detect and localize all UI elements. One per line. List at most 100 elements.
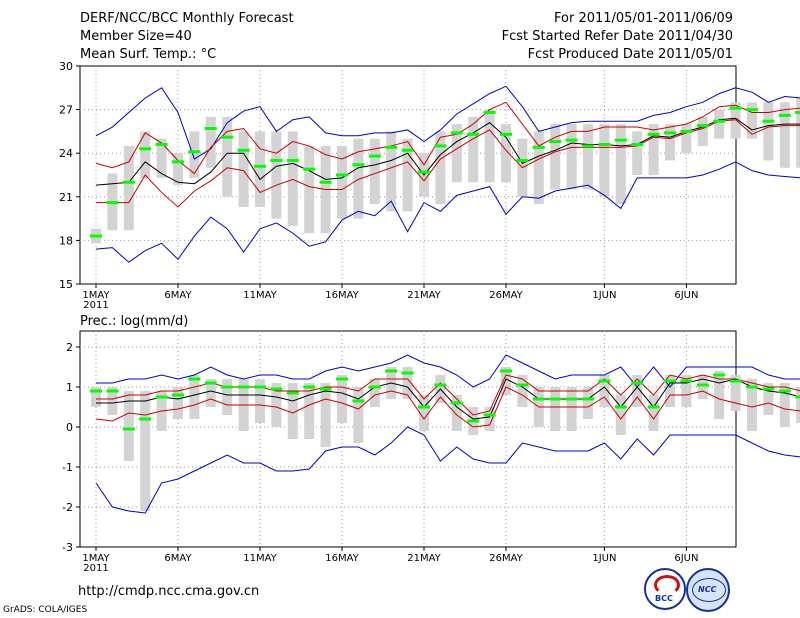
ensemble-box: [222, 116, 233, 197]
ensemble-box: [648, 124, 659, 175]
median-marker: [434, 144, 447, 148]
grads-credit: GrADS: COLA/IGES: [3, 605, 88, 615]
ensemble-box: [205, 116, 216, 168]
median-marker: [549, 140, 562, 144]
ensemble-box: [287, 131, 298, 226]
median-marker: [450, 131, 463, 135]
median-marker: [631, 381, 644, 385]
ensemble-box: [222, 379, 233, 415]
ensemble-box: [484, 109, 495, 183]
prec-title: Prec.: log(mm/d): [80, 314, 188, 329]
x-year-label-temp: 2011: [83, 300, 108, 311]
median-marker: [368, 385, 381, 389]
ensemble-box: [402, 367, 413, 399]
median-marker: [254, 385, 266, 389]
ensemble-box: [353, 138, 364, 219]
median-marker: [155, 395, 168, 399]
y-tick-label-temp: 18: [59, 234, 73, 247]
median-marker: [729, 379, 742, 383]
ensemble-box: [730, 375, 741, 411]
median-marker: [500, 132, 512, 136]
forecast-period: For 2011/05/01-2011/06/09: [554, 11, 733, 26]
ensemble-box: [632, 375, 643, 407]
median-marker: [795, 111, 800, 115]
min-line-temp: [95, 161, 800, 263]
ensemble-box: [419, 395, 429, 431]
median-marker: [795, 395, 800, 399]
ensemble-box: [730, 102, 741, 139]
y-tick-label-prec: -1: [62, 461, 73, 474]
ensemble-box: [271, 383, 282, 427]
median-marker: [582, 397, 594, 401]
median-marker: [286, 391, 299, 395]
ensemble-box: [697, 375, 708, 399]
median-marker: [155, 142, 168, 146]
median-marker: [565, 138, 578, 142]
y-tick-label-temp: 27: [59, 104, 73, 117]
y-tick-label-prec: 2: [66, 341, 73, 354]
x-tick-label-prec: 26MAY: [489, 553, 523, 564]
ensemble-box: [91, 387, 101, 407]
median-marker: [614, 138, 627, 142]
median-marker: [418, 170, 430, 174]
median-marker: [418, 405, 430, 409]
median-marker: [532, 397, 545, 401]
x-tick-label-temp: 11MAY: [243, 290, 277, 301]
median-marker: [762, 119, 775, 123]
median-marker: [204, 126, 217, 130]
ensemble-box: [681, 375, 692, 407]
source-url[interactable]: http://cmdp.ncc.cma.gov.cn: [78, 584, 260, 599]
y-tick-label-temp: 30: [59, 60, 73, 73]
median-marker: [664, 131, 676, 135]
median-marker: [303, 167, 316, 171]
ensemble-box: [714, 371, 725, 419]
x-tick-label-prec: 11MAY: [243, 553, 277, 564]
y-tick-label-temp: 21: [59, 191, 73, 204]
ensemble-box: [533, 131, 544, 205]
median-marker: [631, 142, 644, 146]
ensemble-box: [123, 391, 134, 461]
median-marker: [680, 379, 693, 383]
median-marker: [401, 148, 414, 152]
fcst-produced-date: Fcst Produced Date 2011/05/01: [527, 47, 733, 62]
median-marker: [532, 145, 545, 149]
median-marker: [188, 377, 201, 381]
ensemble-box: [287, 383, 298, 439]
ensemble-box: [779, 383, 790, 427]
x-tick-label-prec: 6JUN: [674, 553, 698, 564]
median-marker: [746, 108, 758, 112]
x-tick-label-prec: 21MAY: [407, 553, 441, 564]
chart-title: DERF/NCC/BCC Monthly Forecast: [80, 11, 294, 26]
ensemble-box: [353, 387, 364, 443]
x-tick-label-temp: 16MAY: [325, 290, 359, 301]
median-marker: [122, 427, 135, 431]
ensemble-box: [189, 131, 200, 178]
x-tick-label-temp: 26MAY: [489, 290, 523, 301]
x-tick-label-temp: 21MAY: [407, 290, 441, 301]
median-marker: [90, 234, 102, 238]
ensemble-box: [123, 145, 134, 231]
min-line-prec: [95, 426, 800, 514]
ensemble-box: [484, 407, 495, 431]
median-marker: [237, 385, 250, 389]
median-marker: [172, 393, 184, 397]
median-marker: [450, 401, 463, 405]
ensemble-box: [615, 395, 626, 435]
median-marker: [762, 387, 775, 391]
ensemble-box: [320, 383, 331, 447]
median-marker: [336, 173, 348, 177]
median-marker: [647, 132, 660, 136]
median-marker: [385, 369, 398, 373]
median-marker: [500, 369, 512, 373]
ensemble-box: [451, 124, 462, 183]
ensemble-box: [304, 383, 315, 439]
ensemble-box: [583, 387, 593, 419]
median-marker: [549, 397, 562, 401]
median-marker: [713, 373, 726, 377]
median-marker: [270, 387, 283, 391]
median-marker: [122, 180, 135, 184]
ensemble-box: [796, 387, 800, 423]
x-tick-label-temp: 1JUN: [592, 290, 616, 301]
ensemble-box: [255, 379, 265, 423]
